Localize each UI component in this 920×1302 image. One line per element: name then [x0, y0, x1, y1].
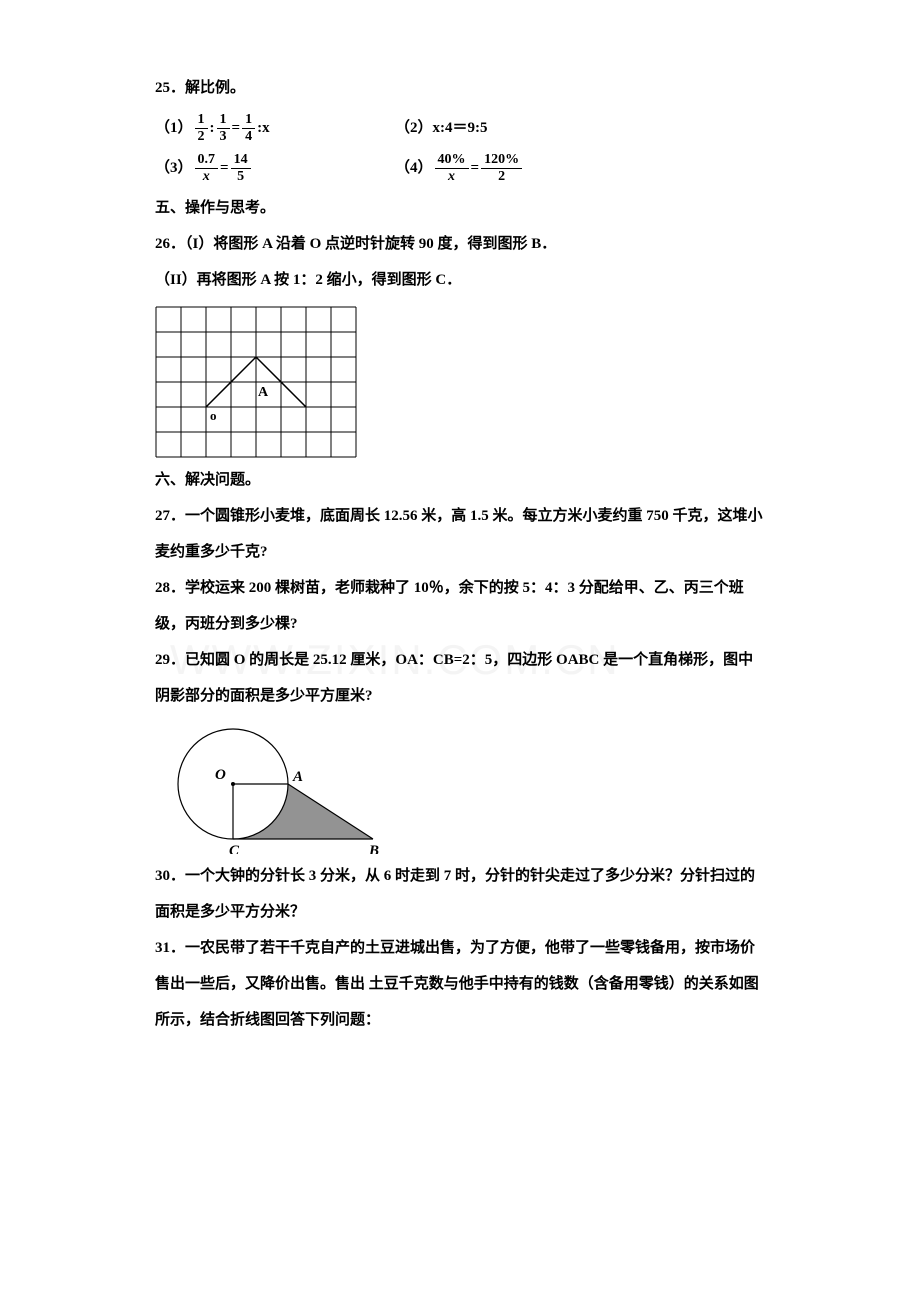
q29-text: 29．已知圆 O 的周长是 25.12 厘米，OA：CB=2：5，四边形 OAB… [155, 642, 765, 714]
eq3-f1n: 0.7 [195, 152, 219, 168]
svg-text:A: A [258, 385, 269, 400]
eq3-f1d: x [200, 169, 213, 184]
eq1-f1n: 1 [195, 112, 208, 128]
q28-text: 28．学校运来 200 棵树苗，老师栽种了 10％，余下的按 5：4：3 分配给… [155, 570, 765, 642]
eq4-f2d: 2 [495, 169, 508, 184]
q26-part2: （II）再将图形 A 按 1：2 缩小，得到图形 C． [155, 262, 765, 298]
svg-text:O: O [215, 767, 226, 783]
eq4-f1d: x [445, 169, 458, 184]
eq1-colon1: : [210, 110, 215, 146]
section-5-title: 五、操作与思考。 [155, 190, 765, 226]
eq1: （1） 12 : 13 = 14 :x [155, 110, 395, 146]
eq4-eq: = [471, 150, 480, 186]
eq1-f3n: 1 [242, 112, 255, 128]
eq3-label: （3） [155, 150, 193, 186]
svg-text:C: C [229, 843, 240, 854]
eq4-f2n: 120% [481, 152, 522, 168]
eq1-f1d: 2 [195, 129, 208, 144]
grid-svg: Ao [155, 306, 357, 458]
circle-svg: O A C B [155, 724, 395, 854]
eq4-label: （4） [395, 150, 433, 186]
circle-figure: O A C B [155, 724, 765, 854]
eq3-eq: = [220, 150, 229, 186]
q31-text: 31．一农民带了若干千克自产的土豆进城出售，为了方便，他带了一些零钱备用，按市场… [155, 930, 765, 1038]
eq3: （3） 0.7x = 145 [155, 150, 395, 186]
eq1-tail: :x [257, 110, 270, 146]
eq1-f2d: 3 [217, 129, 230, 144]
eq1-label: （1） [155, 110, 193, 146]
equation-row-2: （3） 0.7x = 145 （4） 40%x = 120%2 [155, 150, 765, 186]
eq1-f3d: 4 [242, 129, 255, 144]
eq3-f2n: 14 [231, 152, 251, 168]
eq3-f2d: 5 [234, 169, 247, 184]
q25-title: 25．解比例。 [155, 70, 765, 106]
svg-text:o: o [210, 408, 217, 423]
q30-text: 30．一个大钟的分针长 3 分米，从 6 时走到 7 时，分针的针尖走过了多少分… [155, 858, 765, 930]
eq2-text: （2）x:4＝9:5 [395, 110, 488, 146]
section-6-title: 六、解决问题。 [155, 462, 765, 498]
grid-figure: Ao [155, 306, 765, 458]
svg-text:A: A [292, 769, 303, 785]
eq2: （2）x:4＝9:5 [395, 110, 635, 146]
eq1-eq: = [232, 110, 241, 146]
q26-part1: 26．（I）将图形 A 沿着 O 点逆时针旋转 90 度，得到图形 B． [155, 226, 765, 262]
equation-row-1: （1） 12 : 13 = 14 :x （2）x:4＝9:5 [155, 110, 765, 146]
eq4: （4） 40%x = 120%2 [395, 150, 635, 186]
eq4-f1n: 40% [435, 152, 469, 168]
q27-text: 27．一个圆锥形小麦堆，底面周长 12.56 米，高 1.5 米。每立方米小麦约… [155, 498, 765, 570]
svg-text:B: B [368, 843, 379, 854]
eq1-f2n: 1 [217, 112, 230, 128]
document-body: 25．解比例。 （1） 12 : 13 = 14 :x （2）x:4＝9:5 （… [155, 70, 765, 1038]
